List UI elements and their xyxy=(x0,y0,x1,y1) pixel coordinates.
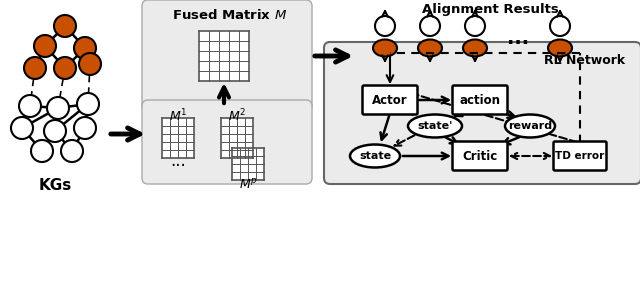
FancyBboxPatch shape xyxy=(142,0,312,112)
Circle shape xyxy=(74,37,96,59)
Text: $M^1$: $M^1$ xyxy=(169,108,187,125)
Text: $M^p$: $M^p$ xyxy=(239,178,257,192)
Circle shape xyxy=(77,93,99,115)
Text: Actor: Actor xyxy=(372,94,408,107)
Circle shape xyxy=(74,117,96,139)
Text: ...: ... xyxy=(170,152,186,170)
FancyBboxPatch shape xyxy=(452,86,508,115)
Ellipse shape xyxy=(418,39,442,57)
Circle shape xyxy=(19,95,41,117)
Circle shape xyxy=(54,15,76,37)
Circle shape xyxy=(375,16,395,36)
Text: KGs: KGs xyxy=(38,178,72,193)
FancyBboxPatch shape xyxy=(142,100,312,184)
FancyBboxPatch shape xyxy=(362,86,417,115)
Ellipse shape xyxy=(408,115,462,138)
Circle shape xyxy=(420,16,440,36)
Text: Critic: Critic xyxy=(462,149,498,163)
Circle shape xyxy=(11,117,33,139)
Text: ...: ... xyxy=(507,30,529,49)
Bar xyxy=(232,148,264,180)
Ellipse shape xyxy=(548,39,572,57)
Circle shape xyxy=(465,16,485,36)
Text: RL Network: RL Network xyxy=(544,54,625,67)
Text: state: state xyxy=(359,151,391,161)
Ellipse shape xyxy=(505,115,555,138)
Circle shape xyxy=(44,120,66,142)
FancyBboxPatch shape xyxy=(554,141,607,170)
Ellipse shape xyxy=(373,39,397,57)
Text: state': state' xyxy=(417,121,452,131)
Circle shape xyxy=(47,97,69,119)
Text: $M^2$: $M^2$ xyxy=(228,108,246,125)
Text: TD error: TD error xyxy=(556,151,605,161)
Circle shape xyxy=(54,57,76,79)
Circle shape xyxy=(34,35,56,57)
Circle shape xyxy=(61,140,83,162)
FancyBboxPatch shape xyxy=(324,42,640,184)
Bar xyxy=(162,118,194,158)
FancyBboxPatch shape xyxy=(452,141,508,170)
Text: reward: reward xyxy=(508,121,552,131)
Circle shape xyxy=(79,53,101,75)
Bar xyxy=(199,31,249,81)
Text: Alignment Results: Alignment Results xyxy=(422,3,558,16)
Ellipse shape xyxy=(463,39,487,57)
Text: action: action xyxy=(460,94,500,107)
Text: Fused Matrix $M$: Fused Matrix $M$ xyxy=(172,8,287,22)
Circle shape xyxy=(24,57,46,79)
Circle shape xyxy=(550,16,570,36)
Circle shape xyxy=(31,140,53,162)
Bar xyxy=(221,118,253,158)
Ellipse shape xyxy=(350,144,400,168)
